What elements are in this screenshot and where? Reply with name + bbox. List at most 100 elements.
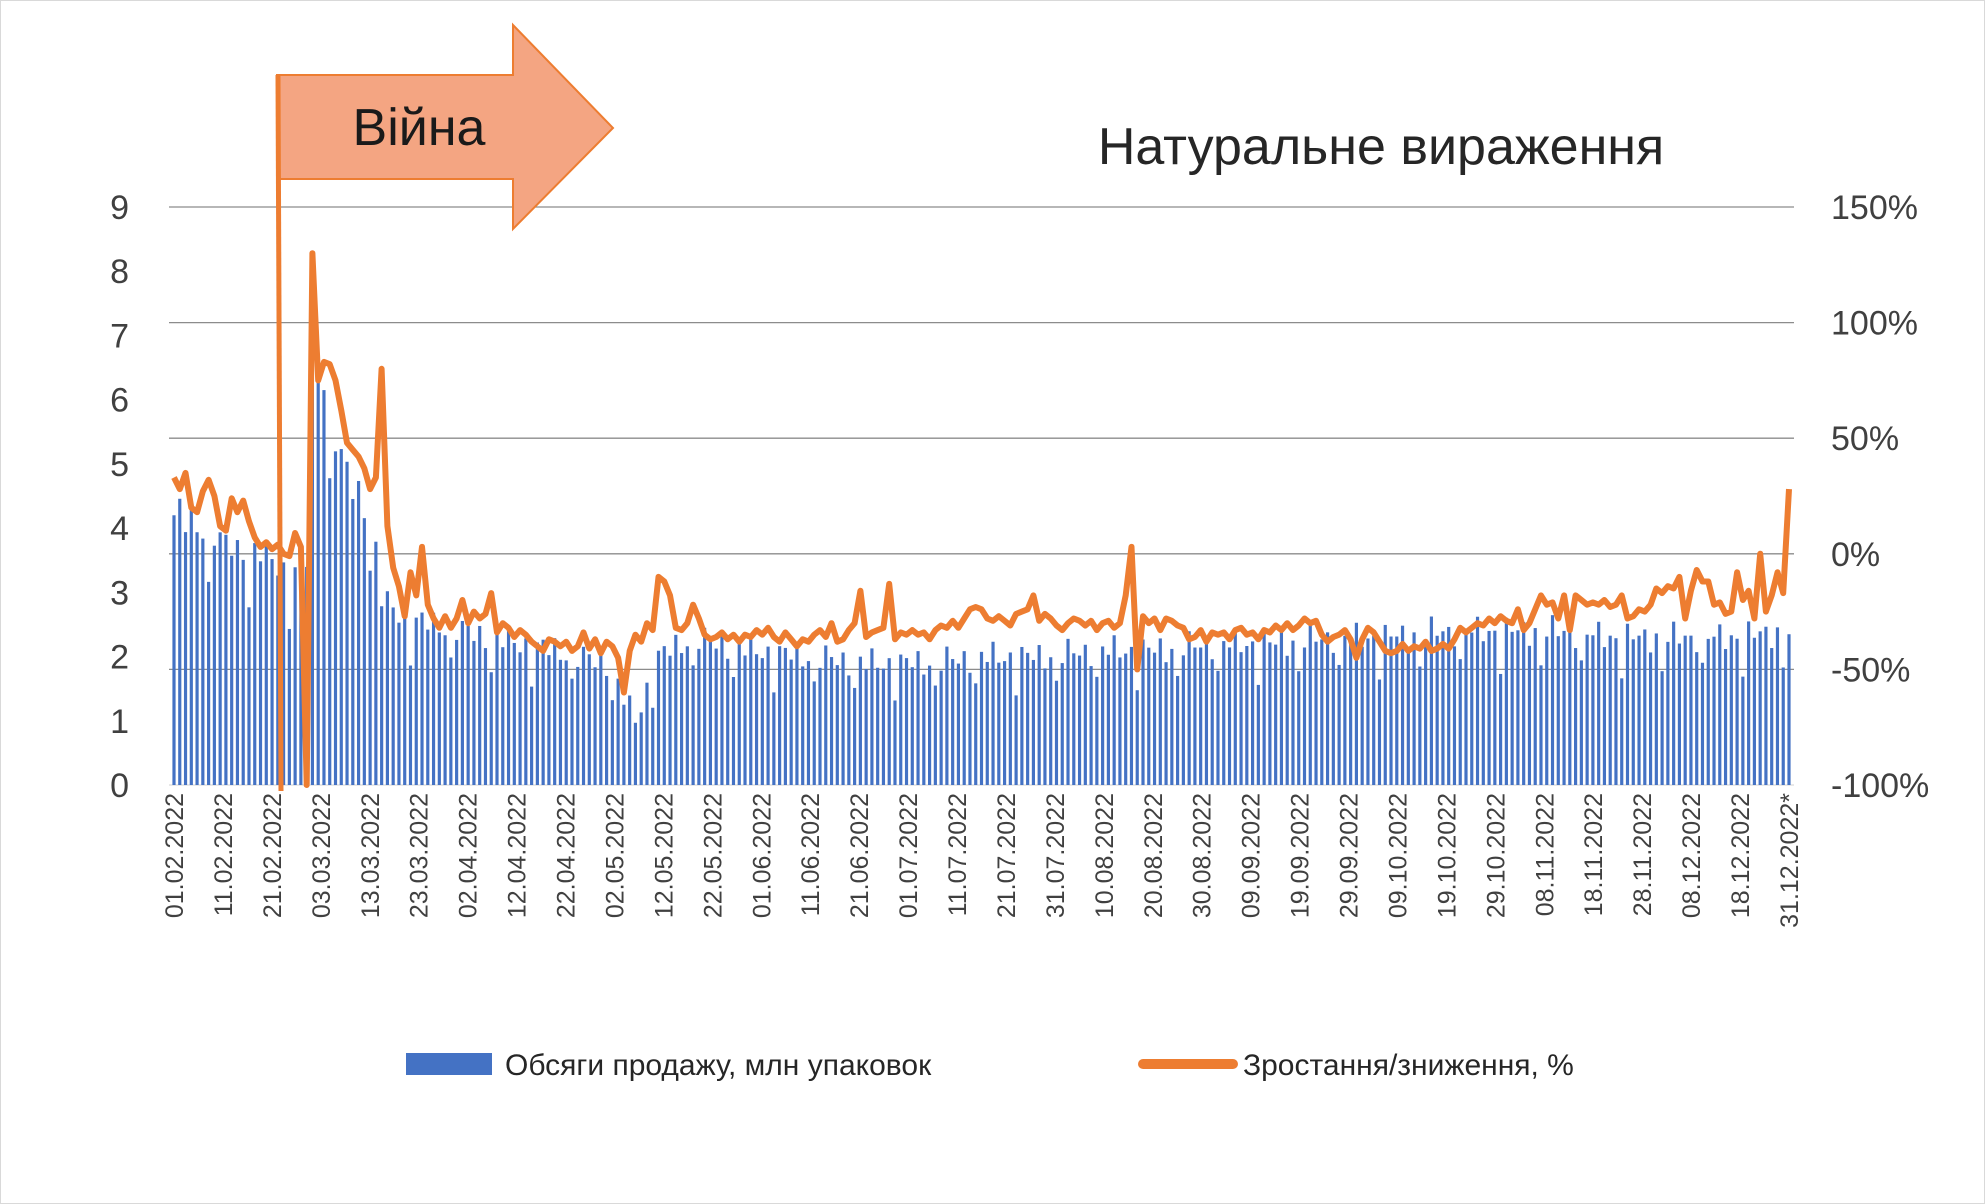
bar bbox=[1170, 648, 1174, 785]
bar bbox=[881, 668, 886, 785]
bar bbox=[316, 379, 320, 785]
bar bbox=[1447, 626, 1451, 785]
bar bbox=[385, 591, 389, 785]
bar bbox=[518, 652, 522, 785]
bar bbox=[1158, 638, 1162, 785]
bar bbox=[939, 670, 943, 785]
bar bbox=[1406, 649, 1410, 785]
bar bbox=[1747, 621, 1751, 785]
bar bbox=[691, 665, 695, 785]
x-axis-tick: 21.06.2022 bbox=[846, 793, 874, 918]
legend-line-label: Зростання/зниження, % bbox=[1243, 1049, 1574, 1082]
bar bbox=[726, 658, 730, 785]
x-axis-tick: 22.05.2022 bbox=[699, 793, 727, 918]
bar bbox=[455, 639, 459, 785]
bar bbox=[189, 504, 193, 785]
bar bbox=[489, 672, 493, 785]
bar bbox=[1475, 616, 1480, 785]
bar bbox=[1643, 629, 1647, 785]
bar bbox=[610, 700, 614, 785]
bar bbox=[207, 581, 211, 785]
bar bbox=[1395, 636, 1399, 785]
bar bbox=[1579, 660, 1583, 785]
bar bbox=[737, 640, 741, 785]
bar bbox=[1775, 627, 1780, 785]
bar bbox=[1758, 631, 1762, 785]
left-axis-tick: 9 bbox=[110, 189, 129, 227]
x-axis-tick: 10.08.2022 bbox=[1091, 793, 1119, 918]
bar bbox=[1614, 638, 1618, 785]
bar bbox=[1060, 663, 1064, 785]
bar bbox=[1389, 636, 1393, 785]
bar bbox=[1631, 639, 1635, 785]
x-axis-tick: 21.07.2022 bbox=[993, 793, 1021, 918]
bar bbox=[916, 651, 920, 785]
bar bbox=[1729, 635, 1733, 785]
x-axis-tick: 22.04.2022 bbox=[553, 793, 581, 918]
bar bbox=[1383, 624, 1387, 785]
bar bbox=[1412, 632, 1416, 785]
bar bbox=[778, 646, 782, 785]
bar bbox=[403, 611, 407, 785]
bar bbox=[951, 659, 955, 785]
x-axis: 01.02.2022 11.02.2022 21.02.2022 03.03.2022… bbox=[161, 793, 1804, 928]
left-axis-tick: 2 bbox=[110, 639, 129, 677]
bar bbox=[506, 628, 511, 785]
legend-bar-swatch bbox=[406, 1053, 492, 1075]
bar bbox=[703, 627, 707, 785]
bar bbox=[893, 700, 897, 785]
bar bbox=[714, 648, 718, 785]
x-axis-tick: 01.06.2022 bbox=[748, 793, 776, 918]
bar bbox=[558, 659, 563, 785]
bar bbox=[1781, 667, 1785, 785]
bar bbox=[968, 672, 972, 785]
bar bbox=[1487, 630, 1491, 785]
bar bbox=[1464, 630, 1468, 785]
bar bbox=[772, 692, 776, 785]
bar bbox=[1014, 695, 1018, 785]
bar bbox=[720, 635, 724, 785]
war-arrow bbox=[276, 22, 615, 232]
bar bbox=[928, 665, 932, 785]
bar bbox=[1124, 653, 1128, 785]
bar bbox=[1522, 622, 1526, 785]
bar bbox=[380, 606, 384, 785]
x-axis-tick: 31.07.2022 bbox=[1042, 793, 1070, 918]
left-axis-tick: 7 bbox=[110, 317, 129, 355]
bar bbox=[1372, 636, 1376, 785]
x-axis-tick: 02.04.2022 bbox=[455, 793, 483, 918]
bar bbox=[858, 656, 862, 785]
bar bbox=[1331, 652, 1335, 785]
bar bbox=[1764, 626, 1768, 785]
bar bbox=[276, 575, 280, 785]
x-axis-tick: 29.09.2022 bbox=[1336, 793, 1364, 918]
bar bbox=[1204, 638, 1209, 785]
bar bbox=[1689, 635, 1693, 785]
bar bbox=[818, 667, 822, 785]
x-axis-tick: 29.10.2022 bbox=[1482, 793, 1510, 918]
bar bbox=[351, 498, 355, 785]
bar bbox=[356, 480, 361, 785]
x-axis-tick: 13.03.2022 bbox=[357, 793, 385, 918]
bar bbox=[1366, 638, 1370, 785]
bar bbox=[1187, 631, 1191, 785]
bar bbox=[1199, 647, 1203, 785]
x-axis-tick: 08.12.2022 bbox=[1678, 793, 1706, 918]
left-axis-tick: 1 bbox=[110, 703, 129, 741]
bar bbox=[1325, 632, 1330, 785]
bar bbox=[218, 532, 222, 785]
bar bbox=[1418, 666, 1422, 785]
bar bbox=[945, 646, 949, 785]
bar bbox=[230, 555, 234, 785]
bar bbox=[1239, 652, 1243, 785]
bar bbox=[1718, 624, 1722, 785]
bar bbox=[1360, 646, 1364, 785]
bar bbox=[241, 559, 245, 785]
bar bbox=[1095, 676, 1099, 785]
bar bbox=[1429, 616, 1433, 785]
legend: Обсяги продажу, млн упаковок Зростання/з… bbox=[406, 1049, 1574, 1082]
right-axis-tick: -50% bbox=[1831, 651, 1910, 689]
bar bbox=[789, 659, 793, 785]
bar bbox=[656, 650, 661, 785]
